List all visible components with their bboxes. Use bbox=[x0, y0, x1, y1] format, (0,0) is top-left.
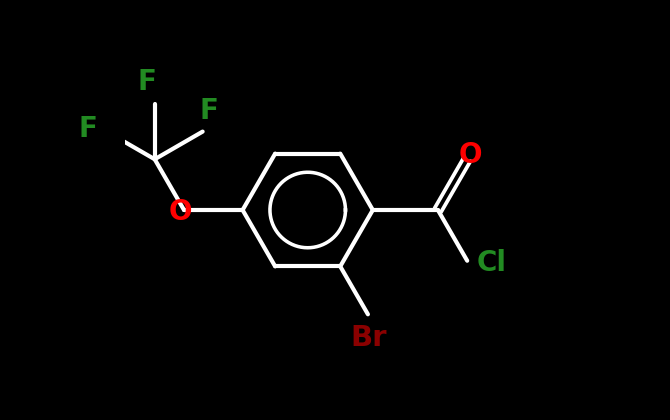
Text: O: O bbox=[459, 141, 482, 169]
Text: Br: Br bbox=[350, 323, 387, 352]
Text: F: F bbox=[138, 68, 157, 96]
Text: O: O bbox=[169, 198, 192, 226]
Text: F: F bbox=[200, 97, 218, 125]
Text: F: F bbox=[78, 116, 98, 144]
Text: Cl: Cl bbox=[476, 249, 507, 277]
